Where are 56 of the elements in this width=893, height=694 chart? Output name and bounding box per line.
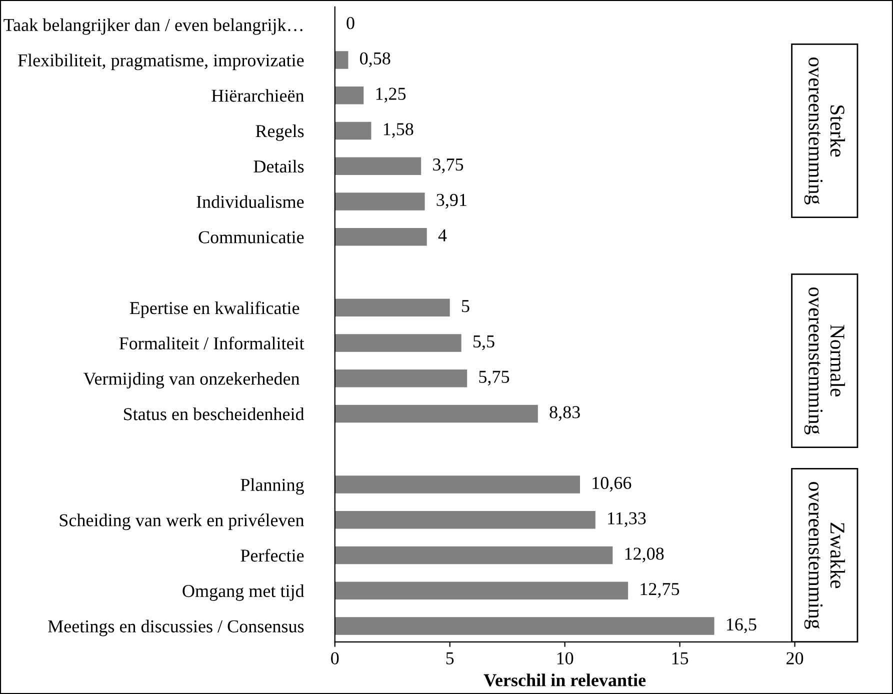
bar: [334, 370, 468, 388]
bar: [334, 404, 538, 423]
y-tick-label: Individualisme: [196, 195, 304, 208]
data-label: 1,25: [376, 88, 406, 102]
data-label: 5,75: [479, 370, 510, 386]
bar: [334, 476, 580, 494]
bar: [334, 86, 364, 104]
x-tick-label: 5: [446, 652, 454, 664]
x-axis-title: Verschil in relevantie: [484, 674, 646, 686]
data-label: 12,75: [640, 583, 680, 598]
x-tick-label: 20: [786, 652, 804, 664]
y-tick-label: Hiërarchieën: [212, 89, 304, 102]
y-tick-label: Vermijding van onzekerheden: [83, 372, 300, 389]
data-label: 3,75: [433, 158, 464, 174]
data-label: 12,08: [625, 548, 664, 562]
bar: [334, 511, 596, 529]
y-tick-label: Taak belangrijker dan / even belangrijk…: [4, 18, 302, 35]
bar: [334, 192, 425, 210]
data-label: 0,58: [360, 52, 390, 68]
text: Sterke overeenstemming: [804, 58, 846, 204]
data-label: 10,66: [592, 476, 632, 492]
y-tick-label: Regels: [256, 124, 304, 141]
data-label: 8,83: [550, 406, 580, 421]
data-label: 1,58: [384, 123, 414, 138]
bar: [334, 546, 613, 564]
bar: [334, 122, 372, 140]
data-label: 3,91: [436, 194, 466, 209]
bar: [334, 298, 450, 316]
bar: [334, 51, 348, 69]
y-tick-label: Epertise en kwalificatie: [130, 301, 300, 318]
data-label: 11,33: [608, 512, 646, 528]
x-tick-label: 15: [672, 652, 688, 664]
text: Normale overeenstemming: [804, 287, 846, 434]
data-label: 0: [346, 16, 354, 30]
x-tick-label: 10: [557, 652, 574, 664]
y-tick-label: Communicatie: [198, 231, 304, 244]
data-label: 4: [438, 229, 447, 242]
bar: [334, 582, 628, 600]
text: Zwakke overeenstemming: [804, 482, 846, 629]
y-tick-label: Omgang met tijd: [182, 584, 304, 601]
bar: [334, 334, 462, 352]
y-tick-label: Meetings en discussies / Consensus: [48, 620, 304, 636]
y-tick-label: Scheiding van werk en privéleven: [60, 514, 304, 530]
y-tick-label: Status en bescheidenheid: [124, 408, 304, 420]
bar: [334, 157, 422, 175]
bar: [334, 228, 427, 246]
data-label: 5,5: [474, 336, 494, 350]
y-tick-label: Flexibiliteit, pragmatisme, improvizatie: [18, 54, 304, 70]
y-tick-label: Planning: [240, 478, 304, 495]
data-label: 5: [462, 300, 470, 312]
y-tick-label: Formaliteit / Informaliteit: [119, 336, 304, 350]
y-tick-label: Details: [254, 160, 304, 173]
x-tick-label: 0: [331, 652, 339, 664]
bar: [334, 617, 714, 635]
y-tick-label: Perfectie: [240, 548, 304, 562]
data-label: 16,5: [726, 618, 756, 634]
